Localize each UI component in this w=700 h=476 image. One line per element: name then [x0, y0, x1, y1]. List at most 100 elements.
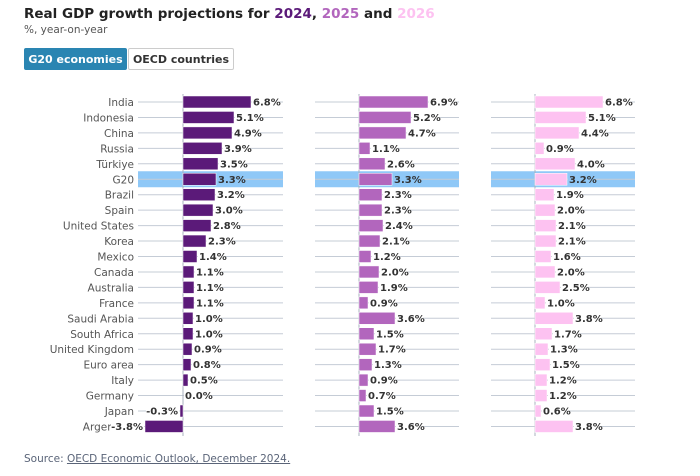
bar-2025-russia — [358, 142, 371, 155]
bar-2025-canada — [358, 265, 380, 279]
value-label-bg — [561, 281, 588, 294]
value-label-2026: 4.4% — [581, 128, 609, 139]
value-label-2024: 1.0% — [195, 329, 223, 340]
value-label-bg — [111, 420, 144, 433]
bar-2025-indonesia — [358, 111, 412, 124]
bar-2024-canada — [182, 265, 195, 279]
value-label-bg — [574, 312, 601, 325]
bar-2025-brazil — [358, 188, 383, 201]
value-label-2024: 3.5% — [220, 159, 248, 170]
value-label-2024: 5.1% — [236, 113, 264, 124]
bar-2026-g20 — [534, 173, 568, 186]
bar-2025-türkiye — [358, 157, 386, 171]
bar-2025-g20 — [358, 173, 393, 186]
value-label-bg — [396, 420, 423, 433]
category-label: Italy — [111, 375, 134, 387]
title-prefix: Real GDP growth projections for — [24, 6, 275, 22]
bar-2026-united-states — [534, 219, 557, 232]
bar-2026-france — [534, 296, 546, 310]
source-link[interactable]: OECD Economic Outlook, December 2024. — [66, 453, 291, 465]
bar-2026-russia — [534, 142, 545, 155]
value-label-2024: 6.8% — [253, 98, 281, 109]
bar-2026-canada — [534, 265, 556, 279]
value-label-2024: 2.8% — [213, 221, 241, 232]
bar-2026-argentina — [534, 420, 574, 433]
value-label-2025: 2.1% — [382, 237, 410, 248]
bar-2024-g20 — [182, 173, 217, 186]
bar-2026-south-africa — [534, 327, 553, 340]
value-label-2025: 2.3% — [384, 206, 412, 217]
bar-2024-spain — [182, 203, 214, 217]
value-label-bg — [216, 188, 243, 201]
value-label-bg — [549, 343, 576, 356]
value-label-bg — [375, 327, 402, 340]
value-label-2026: 2.1% — [558, 221, 586, 232]
value-label-2025: 1.2% — [373, 252, 401, 263]
value-label-bg — [195, 296, 222, 309]
value-label-bg — [373, 358, 400, 371]
value-label-2024: 3.9% — [224, 144, 252, 155]
value-label-bg — [369, 374, 396, 387]
value-label-2025: 1.1% — [372, 144, 400, 155]
value-label-2026: 0.9% — [546, 144, 574, 155]
value-label-bg — [587, 111, 614, 124]
value-label-bg — [383, 204, 410, 217]
value-label-2026: 1.2% — [549, 391, 577, 402]
value-label-bg — [557, 235, 584, 248]
value-label-2026: 3.8% — [575, 422, 603, 433]
value-label-bg — [381, 235, 408, 248]
category-label: Canada — [94, 267, 134, 279]
title-year-2026: 2026 — [397, 6, 435, 22]
g20-economies-button[interactable]: G20 economies — [24, 48, 127, 70]
value-label-2026: 2.5% — [562, 283, 590, 294]
oecd-countries-button[interactable]: OECD countries — [128, 48, 234, 70]
bar-2025-saudi-arabia — [358, 312, 396, 325]
value-label-bg — [195, 265, 222, 278]
value-label-bg — [580, 126, 607, 139]
category-label: Japan — [104, 406, 134, 418]
bar-2024-indonesia — [182, 111, 235, 124]
bar-2024-china — [182, 126, 233, 140]
bar-2026-saudi-arabia — [534, 312, 574, 325]
value-label-bg — [195, 281, 222, 294]
category-label: Germany — [86, 391, 134, 403]
category-label: United States — [63, 221, 134, 233]
value-label-2025: 5.2% — [413, 113, 441, 124]
bar-2025-korea — [358, 234, 381, 248]
value-label-bg — [386, 157, 413, 170]
bar-2025-united-states — [358, 219, 384, 232]
category-label: Mexico — [97, 252, 134, 264]
bar-2024-euro-area — [182, 358, 192, 371]
category-label: Korea — [104, 236, 134, 248]
value-label-2024: 3.2% — [217, 190, 245, 201]
value-label-2026: 1.7% — [554, 329, 582, 340]
bar-2025-euro-area — [358, 358, 373, 371]
value-label-2025: 3.6% — [397, 314, 425, 325]
value-label-bg — [568, 173, 595, 186]
bar-2024-brazil — [182, 188, 216, 201]
value-label-bg — [379, 281, 406, 294]
value-label-bg — [375, 405, 402, 417]
value-label-2025: 0.9% — [370, 376, 398, 387]
bar-2025-spain — [358, 203, 383, 217]
value-label-bg — [212, 219, 239, 232]
bar-2024-south-africa — [182, 327, 194, 340]
bar-2025-france — [358, 296, 369, 310]
value-label-bg — [576, 157, 603, 170]
value-label-2024: 1.1% — [196, 267, 224, 278]
bar-2026-germany — [534, 389, 548, 402]
value-label-bg — [189, 374, 216, 387]
bar-2026-australia — [534, 281, 561, 294]
category-label: India — [108, 97, 134, 109]
category-label: Indonesia — [83, 112, 134, 124]
value-label-bg — [184, 389, 211, 402]
bar-2026-italy — [534, 373, 548, 387]
value-label-bg — [555, 188, 582, 201]
value-label-2026: 2.0% — [557, 267, 585, 278]
value-label-2026: 2.0% — [557, 206, 585, 217]
category-label: G20 — [113, 174, 135, 186]
value-label-bg — [217, 173, 244, 186]
value-label-2026: 3.8% — [575, 314, 603, 325]
value-label-bg — [193, 343, 220, 356]
value-label-bg — [219, 157, 246, 170]
